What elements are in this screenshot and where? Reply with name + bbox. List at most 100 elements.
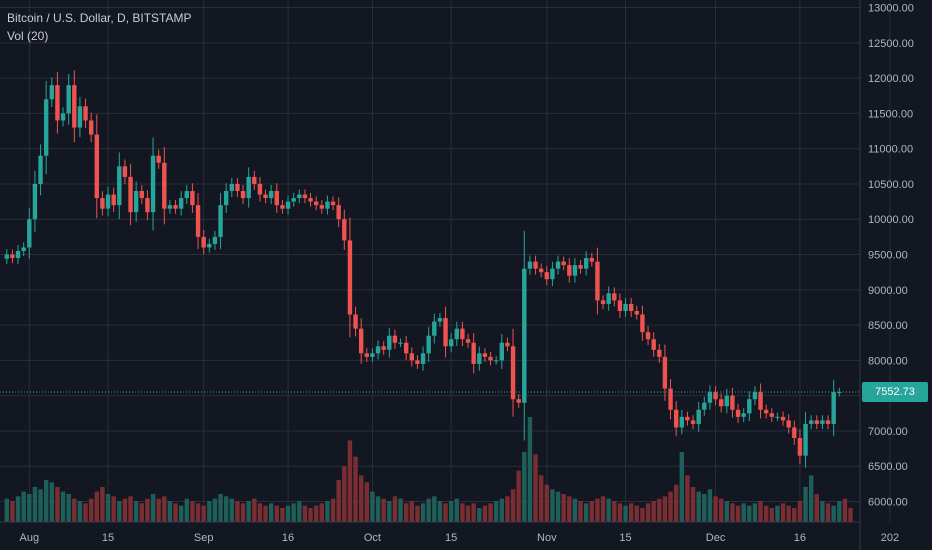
candle [308, 192, 313, 207]
volume-bar [387, 501, 392, 522]
candle [60, 107, 66, 127]
candle-body [32, 183, 38, 220]
candle-body [370, 353, 375, 357]
candle-body [77, 106, 83, 128]
candle-body [392, 335, 398, 343]
volume-bar [60, 491, 66, 522]
candle-body [707, 392, 713, 403]
volume-bar [139, 503, 144, 522]
volume-bar [325, 501, 330, 522]
candle-body [201, 236, 206, 248]
volume-bar [825, 503, 831, 522]
y-tick-label: 9000.00 [868, 285, 908, 297]
candle [364, 348, 369, 362]
grid-lines [0, 0, 891, 522]
candle-body [628, 303, 634, 311]
volume-bar [482, 505, 488, 522]
candle-body [837, 391, 842, 393]
volume-bar [263, 505, 268, 522]
candle-body [814, 420, 819, 424]
candle [820, 415, 825, 430]
candle-body [544, 272, 549, 280]
volume-bar [645, 503, 651, 522]
volume-bar [178, 505, 184, 522]
candle [257, 177, 263, 202]
candle-body [291, 198, 296, 202]
candle [758, 383, 763, 419]
candle-body [758, 392, 763, 410]
volume-bar [595, 498, 600, 522]
volume-bar [94, 491, 99, 522]
volume-bar [319, 503, 324, 522]
volume-bar [842, 498, 848, 522]
candle [10, 249, 15, 264]
candle-body [522, 268, 527, 403]
candle [775, 412, 780, 422]
volume-bar [381, 498, 386, 522]
candle-body [55, 85, 60, 121]
volume-bar [718, 498, 724, 522]
y-tick-label: 11000.00 [868, 144, 913, 156]
volume-bar [763, 505, 769, 522]
volume-bar [280, 508, 285, 522]
candle [583, 251, 589, 276]
volume-bar [533, 454, 538, 522]
candle-body [347, 240, 353, 315]
volume-bar [550, 489, 555, 522]
candle [730, 387, 735, 418]
candle [522, 230, 527, 441]
volume-bar [229, 498, 234, 522]
candle [465, 334, 471, 348]
volume-bar [72, 498, 77, 522]
candle [212, 230, 218, 250]
volume-bar [370, 491, 375, 522]
candle [493, 356, 499, 365]
candle [4, 249, 9, 265]
candle-body [178, 198, 184, 209]
candle [510, 328, 516, 417]
candle-body [308, 198, 313, 202]
candle [420, 346, 426, 371]
candle [792, 420, 797, 445]
candle [471, 333, 476, 374]
volume-bar [128, 496, 133, 522]
volume-bar [38, 489, 43, 522]
candle-body [240, 191, 246, 199]
volume-bar [752, 503, 758, 522]
candle [21, 242, 26, 257]
candle [448, 333, 454, 353]
volume-bar [297, 501, 302, 522]
candle-body [325, 201, 330, 209]
candle-body [353, 314, 358, 329]
y-tick-label: 12000.00 [868, 73, 914, 85]
volume-bar [426, 498, 431, 522]
volume-bar [336, 480, 341, 522]
candle [336, 197, 341, 228]
volume-bar [223, 496, 229, 522]
volume-bar [100, 487, 105, 522]
candle [567, 258, 572, 283]
candle [100, 191, 105, 216]
volume-bar [662, 496, 668, 522]
candle-body [313, 201, 319, 206]
candle [201, 230, 206, 255]
candle-body [88, 120, 94, 135]
volume-bar [342, 466, 347, 522]
volume-bar [27, 494, 32, 522]
candle [741, 408, 746, 422]
volume-bar [122, 498, 128, 522]
candle-body [685, 416, 690, 421]
candle-body [426, 335, 431, 354]
volume-bar [43, 480, 49, 522]
volume-bar [274, 505, 279, 522]
volume-bar [156, 498, 161, 522]
candle [808, 415, 814, 430]
candle-body [516, 399, 521, 403]
volume-bar [392, 496, 398, 522]
volume-bar [375, 496, 381, 522]
candle-body [797, 438, 803, 456]
candle [55, 72, 60, 134]
candle-body [381, 346, 386, 350]
